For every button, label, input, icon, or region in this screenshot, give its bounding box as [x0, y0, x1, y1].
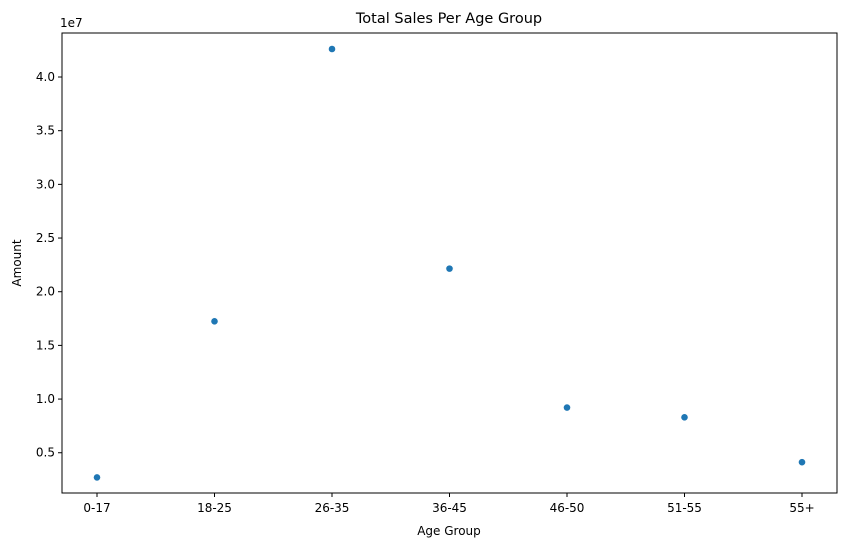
plot-area [61, 32, 838, 494]
y-axis-label: Amount [10, 239, 24, 286]
chart-title: Total Sales Per Age Group [355, 11, 542, 27]
x-tick-label: 0-17 [83, 501, 110, 515]
y-tick-label: 3.5 [36, 124, 55, 138]
y-tick-label: 0.5 [36, 446, 55, 460]
data-point [210, 317, 219, 326]
y-tick-label: 1.5 [36, 338, 55, 352]
y-tick-label: 4.0 [36, 70, 55, 84]
y-tick-label: 3.0 [36, 177, 55, 191]
data-point [328, 45, 336, 53]
y-offset-label: 1e7 [60, 16, 83, 30]
x-axis: 0-17 18-25 26-35 36-45 46-50 51-55 55+ [83, 493, 815, 515]
data-point [680, 413, 689, 422]
y-axis: 0.5 1.0 1.5 2.0 2.5 3.0 3.5 4.0 [36, 70, 62, 460]
data-points [93, 45, 806, 482]
y-tick-label: 2.5 [36, 231, 55, 245]
data-point [93, 473, 101, 482]
x-tick-label: 26-35 [315, 501, 350, 515]
data-point [798, 458, 806, 467]
x-tick-label: 55+ [789, 501, 814, 515]
x-axis-label: Age Group [417, 524, 481, 538]
y-tick-label: 1.0 [36, 392, 55, 406]
x-tick-label: 51-55 [667, 501, 702, 515]
data-point [445, 264, 454, 273]
x-tick-label: 46-50 [550, 501, 585, 515]
x-tick-label: 18-25 [197, 501, 232, 515]
x-tick-label: 36-45 [432, 501, 467, 515]
data-point [563, 403, 571, 412]
y-tick-label: 2.0 [36, 285, 55, 299]
